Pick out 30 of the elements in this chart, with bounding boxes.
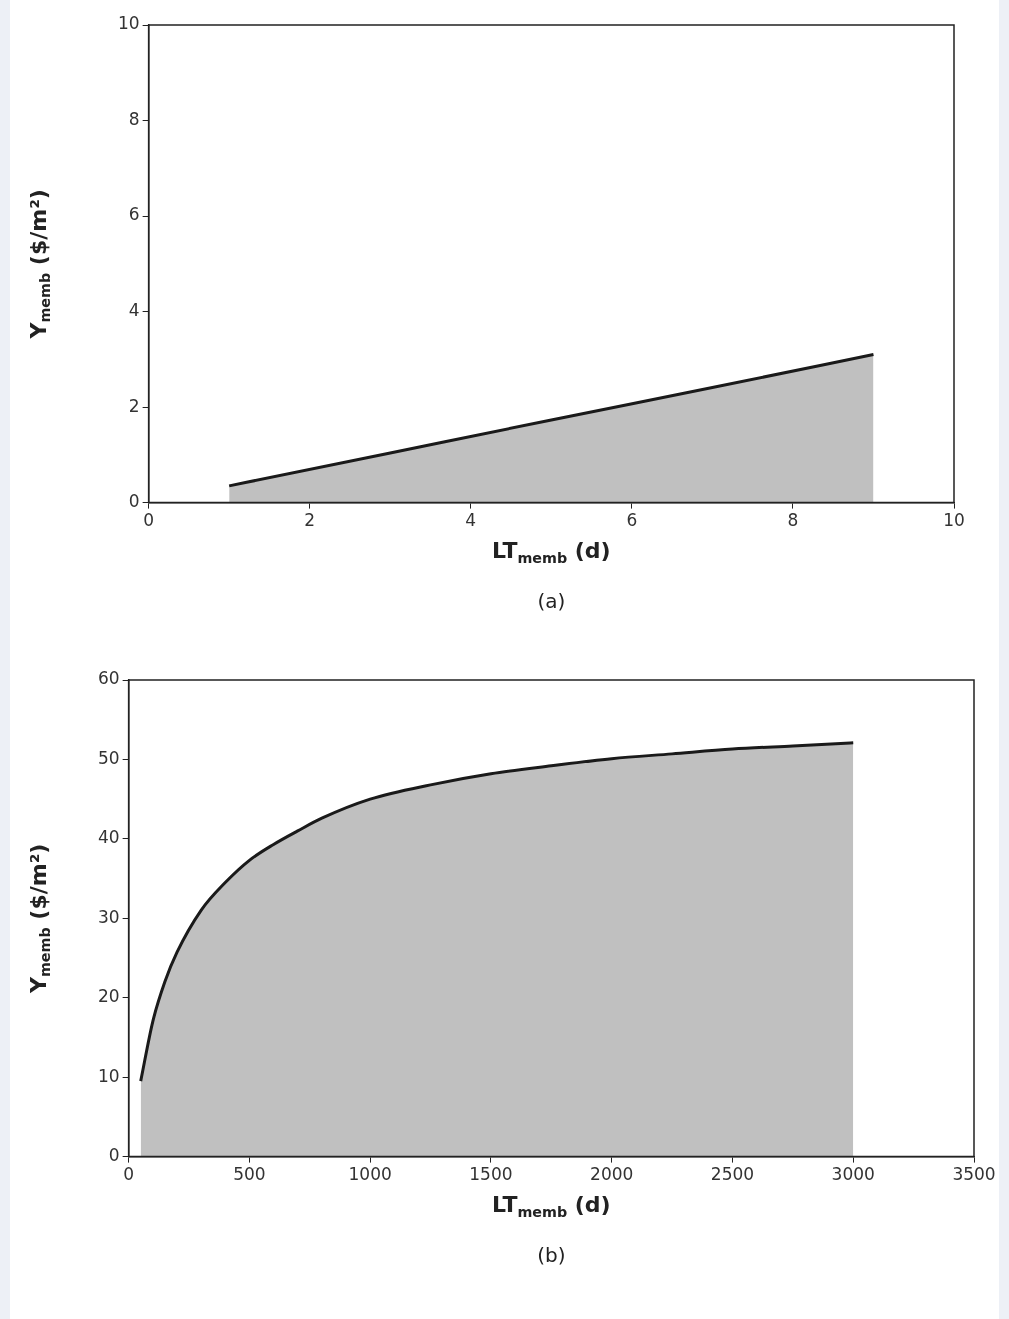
x-tick-label: 0 bbox=[143, 510, 155, 531]
y-tick-label: 0 bbox=[108, 1145, 120, 1166]
y-tick-label: 8 bbox=[128, 108, 140, 129]
y-tick-label: 6 bbox=[128, 204, 140, 225]
y-axis-title: Ymemb ($/m²) bbox=[25, 189, 54, 340]
y-tick-label: 0 bbox=[128, 491, 140, 512]
y-axis-title: Ymemb ($/m²) bbox=[25, 843, 54, 994]
y-tick-label: 60 bbox=[97, 668, 120, 689]
y-tick-label: 50 bbox=[97, 747, 120, 768]
y-tick-label: 2 bbox=[128, 395, 140, 416]
y-tick-label: 10 bbox=[97, 1065, 120, 1086]
y-tick-label: 30 bbox=[97, 906, 120, 927]
x-tick-label: 2 bbox=[304, 510, 316, 531]
y-tick-label: 20 bbox=[97, 986, 120, 1007]
x-tick-label: 6 bbox=[626, 510, 638, 531]
text: (a) bbox=[537, 588, 566, 613]
x-tick-label: 8 bbox=[787, 510, 799, 531]
y-tick-label: 40 bbox=[97, 827, 120, 848]
x-tick-label: 2000 bbox=[590, 1164, 634, 1185]
x-tick-label: 500 bbox=[233, 1164, 266, 1185]
x-tick-label: 1000 bbox=[348, 1164, 392, 1185]
y-tick-label: 10 bbox=[117, 13, 140, 34]
x-tick-label: 4 bbox=[465, 510, 477, 531]
y-tick-label: 4 bbox=[128, 299, 140, 320]
text: (b) bbox=[537, 1242, 566, 1267]
x-tick-label: 10 bbox=[943, 510, 965, 531]
x-tick-label: 3000 bbox=[831, 1164, 875, 1185]
x-tick-label: 2500 bbox=[710, 1164, 755, 1185]
x-tick-label: 3500 bbox=[952, 1164, 996, 1185]
x-tick-label: 1500 bbox=[469, 1164, 513, 1185]
